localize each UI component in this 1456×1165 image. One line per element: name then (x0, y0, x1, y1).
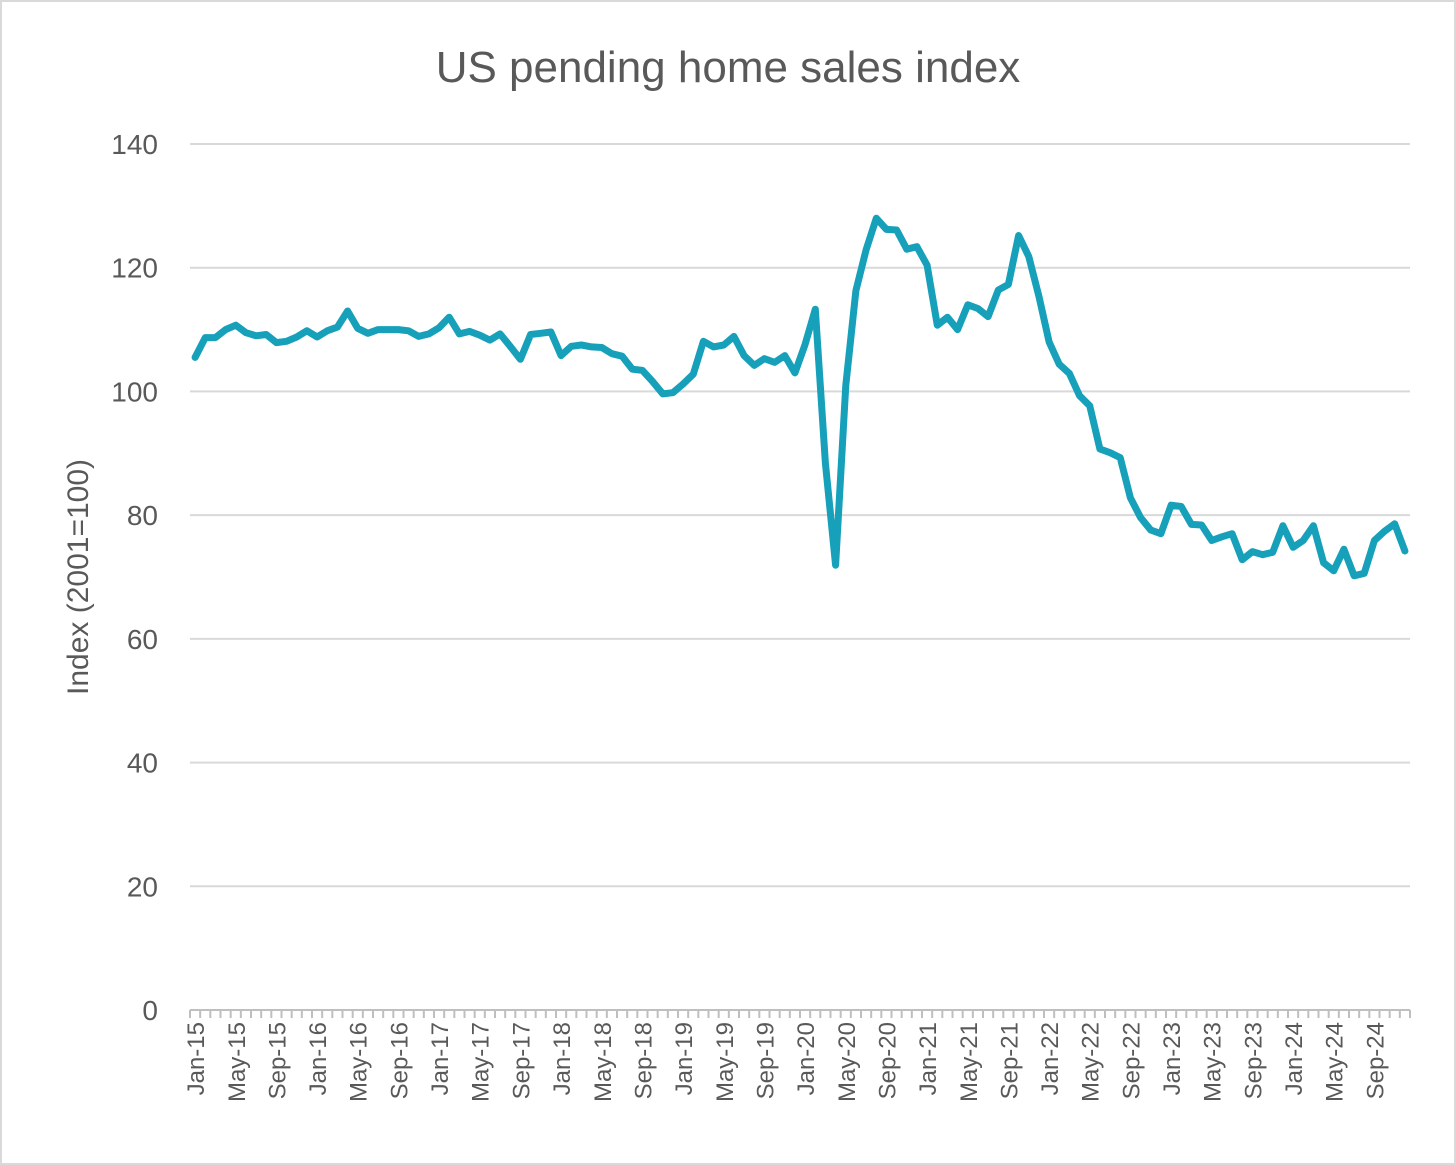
x-tick-label: May-17 (468, 1022, 495, 1102)
x-tick-label: Sep-21 (996, 1022, 1023, 1099)
x-tick-label: Sep-20 (874, 1022, 901, 1099)
y-tick-labels: 0 20 40 60 80 100 120 140 (111, 129, 158, 1026)
x-tick-labels: Jan-15 May-15 Sep-15 Jan-16 May-16 Sep-16 Jan-… (183, 1022, 1389, 1102)
series-line (191, 214, 1409, 580)
x-tick-label: Sep-17 (508, 1022, 535, 1099)
x-tick-label: May-19 (712, 1022, 739, 1102)
x-tick-label: Sep-23 (1240, 1022, 1267, 1099)
x-tick-label: Jan-18 (549, 1022, 576, 1095)
y-tick-label: 0 (142, 995, 158, 1026)
x-tick-label: Jan-15 (183, 1022, 210, 1095)
x-tick-label: May-16 (346, 1022, 373, 1102)
x-tick-label: Jan-17 (427, 1022, 454, 1095)
x-tick-label: Sep-18 (630, 1022, 657, 1099)
y-axis-label: Index (2001=100) (62, 459, 95, 695)
y-tick-label: 100 (111, 376, 158, 407)
y-tick-label: 60 (127, 624, 158, 655)
x-tick-label: May-24 (1322, 1022, 1349, 1102)
x-tick-label: Jan-24 (1281, 1022, 1308, 1095)
x-tick-label: Sep-16 (386, 1022, 413, 1099)
x-tick-label: Jan-16 (305, 1022, 332, 1095)
y-tick-label: 140 (111, 129, 158, 160)
y-tick-label: 20 (127, 871, 158, 902)
x-tick-label: Jan-22 (1037, 1022, 1064, 1095)
x-tick-label: May-18 (590, 1022, 617, 1102)
x-tick-label: Sep-19 (752, 1022, 779, 1099)
x-tick-label: May-22 (1078, 1022, 1105, 1102)
grid-lines (190, 143, 1410, 888)
x-tick-label: Sep-24 (1362, 1022, 1389, 1099)
y-tick-label: 80 (127, 500, 158, 531)
x-axis (189, 1009, 1411, 1018)
x-tick-label: Jan-23 (1159, 1022, 1186, 1095)
y-tick-label: 120 (111, 253, 158, 284)
x-tick-label: Jan-19 (671, 1022, 698, 1095)
x-tick-label: Jan-20 (793, 1022, 820, 1095)
series-layer (191, 214, 1409, 580)
chart-title: US pending home sales index (436, 43, 1021, 92)
y-tick-label: 40 (127, 748, 158, 779)
x-tick-label: May-21 (956, 1022, 983, 1102)
x-tick-label: May-23 (1200, 1022, 1227, 1102)
x-tick-label: Sep-22 (1118, 1022, 1145, 1099)
x-tick-label: Jan-21 (915, 1022, 942, 1095)
x-tick-label: May-15 (224, 1022, 251, 1102)
x-tick-label: May-20 (834, 1022, 861, 1102)
x-tick-label: Sep-15 (264, 1022, 291, 1099)
